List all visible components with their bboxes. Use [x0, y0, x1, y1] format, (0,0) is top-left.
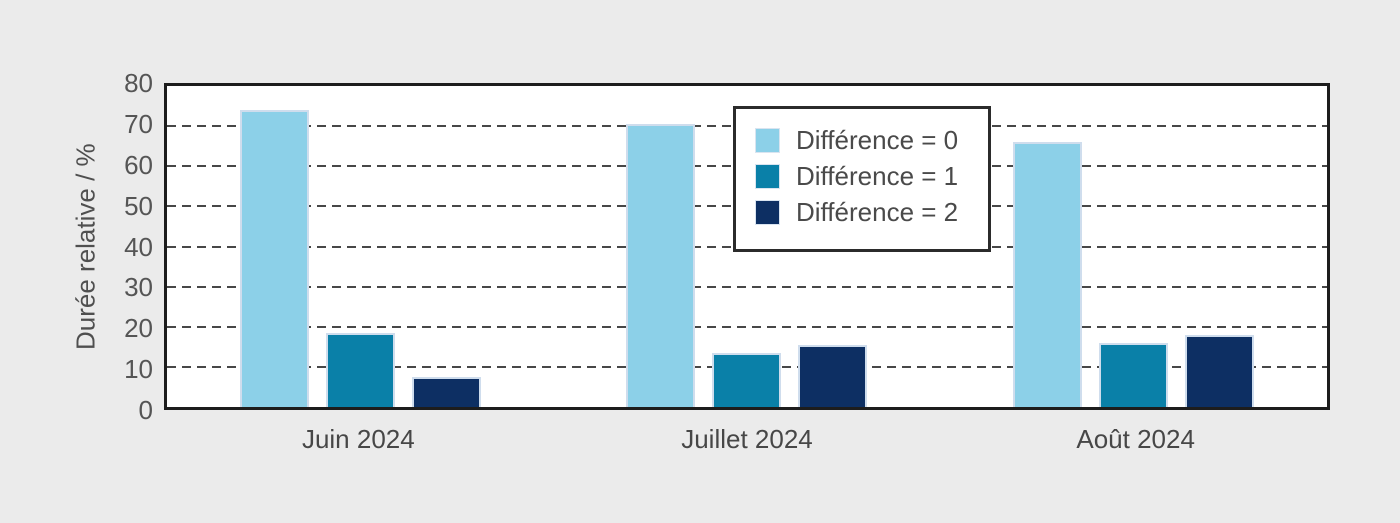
- x-tick-label-juin: Juin 2024: [301, 424, 415, 454]
- bar-group-juillet: [554, 86, 941, 407]
- legend-swatch-difference-0: [755, 128, 780, 153]
- legend-item: Différence = 0: [755, 125, 988, 155]
- bar-series-2-Juin 2024: [411, 376, 481, 407]
- legend-swatch-difference-2: [755, 200, 780, 225]
- y-tick-label: 30: [124, 272, 153, 303]
- x-tick-label-aout: Août 2024: [1076, 424, 1195, 454]
- bar-series-0-Août 2024: [1013, 142, 1083, 407]
- y-tick-label: 80: [124, 68, 153, 98]
- gridline: [167, 285, 1327, 288]
- bar-series-2-Août 2024: [1185, 334, 1255, 407]
- y-axis-tick-labels: 0 10 20 30 40 50 60 70 80: [0, 69, 153, 424]
- y-tick-label: 70: [124, 108, 153, 139]
- gridline: [167, 325, 1327, 328]
- legend-item: Différence = 2: [755, 197, 988, 227]
- y-tick-label: 0: [138, 395, 153, 425]
- bar-series-0-Juillet 2024: [626, 124, 696, 407]
- y-tick-label: 40: [124, 231, 153, 262]
- y-tick-label: 20: [124, 313, 153, 344]
- legend-swatch-difference-1: [755, 164, 780, 189]
- legend-label: Différence = 2: [796, 197, 959, 227]
- bar-series-1-Juillet 2024: [712, 352, 782, 407]
- y-tick-label: 60: [124, 149, 153, 180]
- bar-series-1-Août 2024: [1099, 342, 1169, 407]
- bar-series-1-Juin 2024: [325, 332, 395, 407]
- legend: Différence = 0 Différence = 1 Différence…: [733, 106, 991, 252]
- y-tick-label: 10: [124, 354, 153, 385]
- legend-label: Différence = 1: [796, 161, 959, 191]
- bar-group-aout: [940, 86, 1327, 407]
- x-axis-tick-labels: Juin 2024 Juillet 2024 Août 2024: [164, 424, 1330, 455]
- bar-series-0-Juin 2024: [239, 110, 309, 407]
- x-tick-label-juillet: Juillet 2024: [681, 424, 813, 454]
- bars-layer: [167, 86, 1327, 407]
- bar-group-juin: [167, 86, 554, 407]
- plot-area: Différence = 0 Différence = 1 Différence…: [164, 83, 1330, 410]
- y-tick-label: 50: [124, 190, 153, 221]
- legend-label: Différence = 0: [796, 125, 959, 155]
- legend-item: Différence = 1: [755, 161, 988, 191]
- bar-series-2-Juillet 2024: [798, 344, 868, 407]
